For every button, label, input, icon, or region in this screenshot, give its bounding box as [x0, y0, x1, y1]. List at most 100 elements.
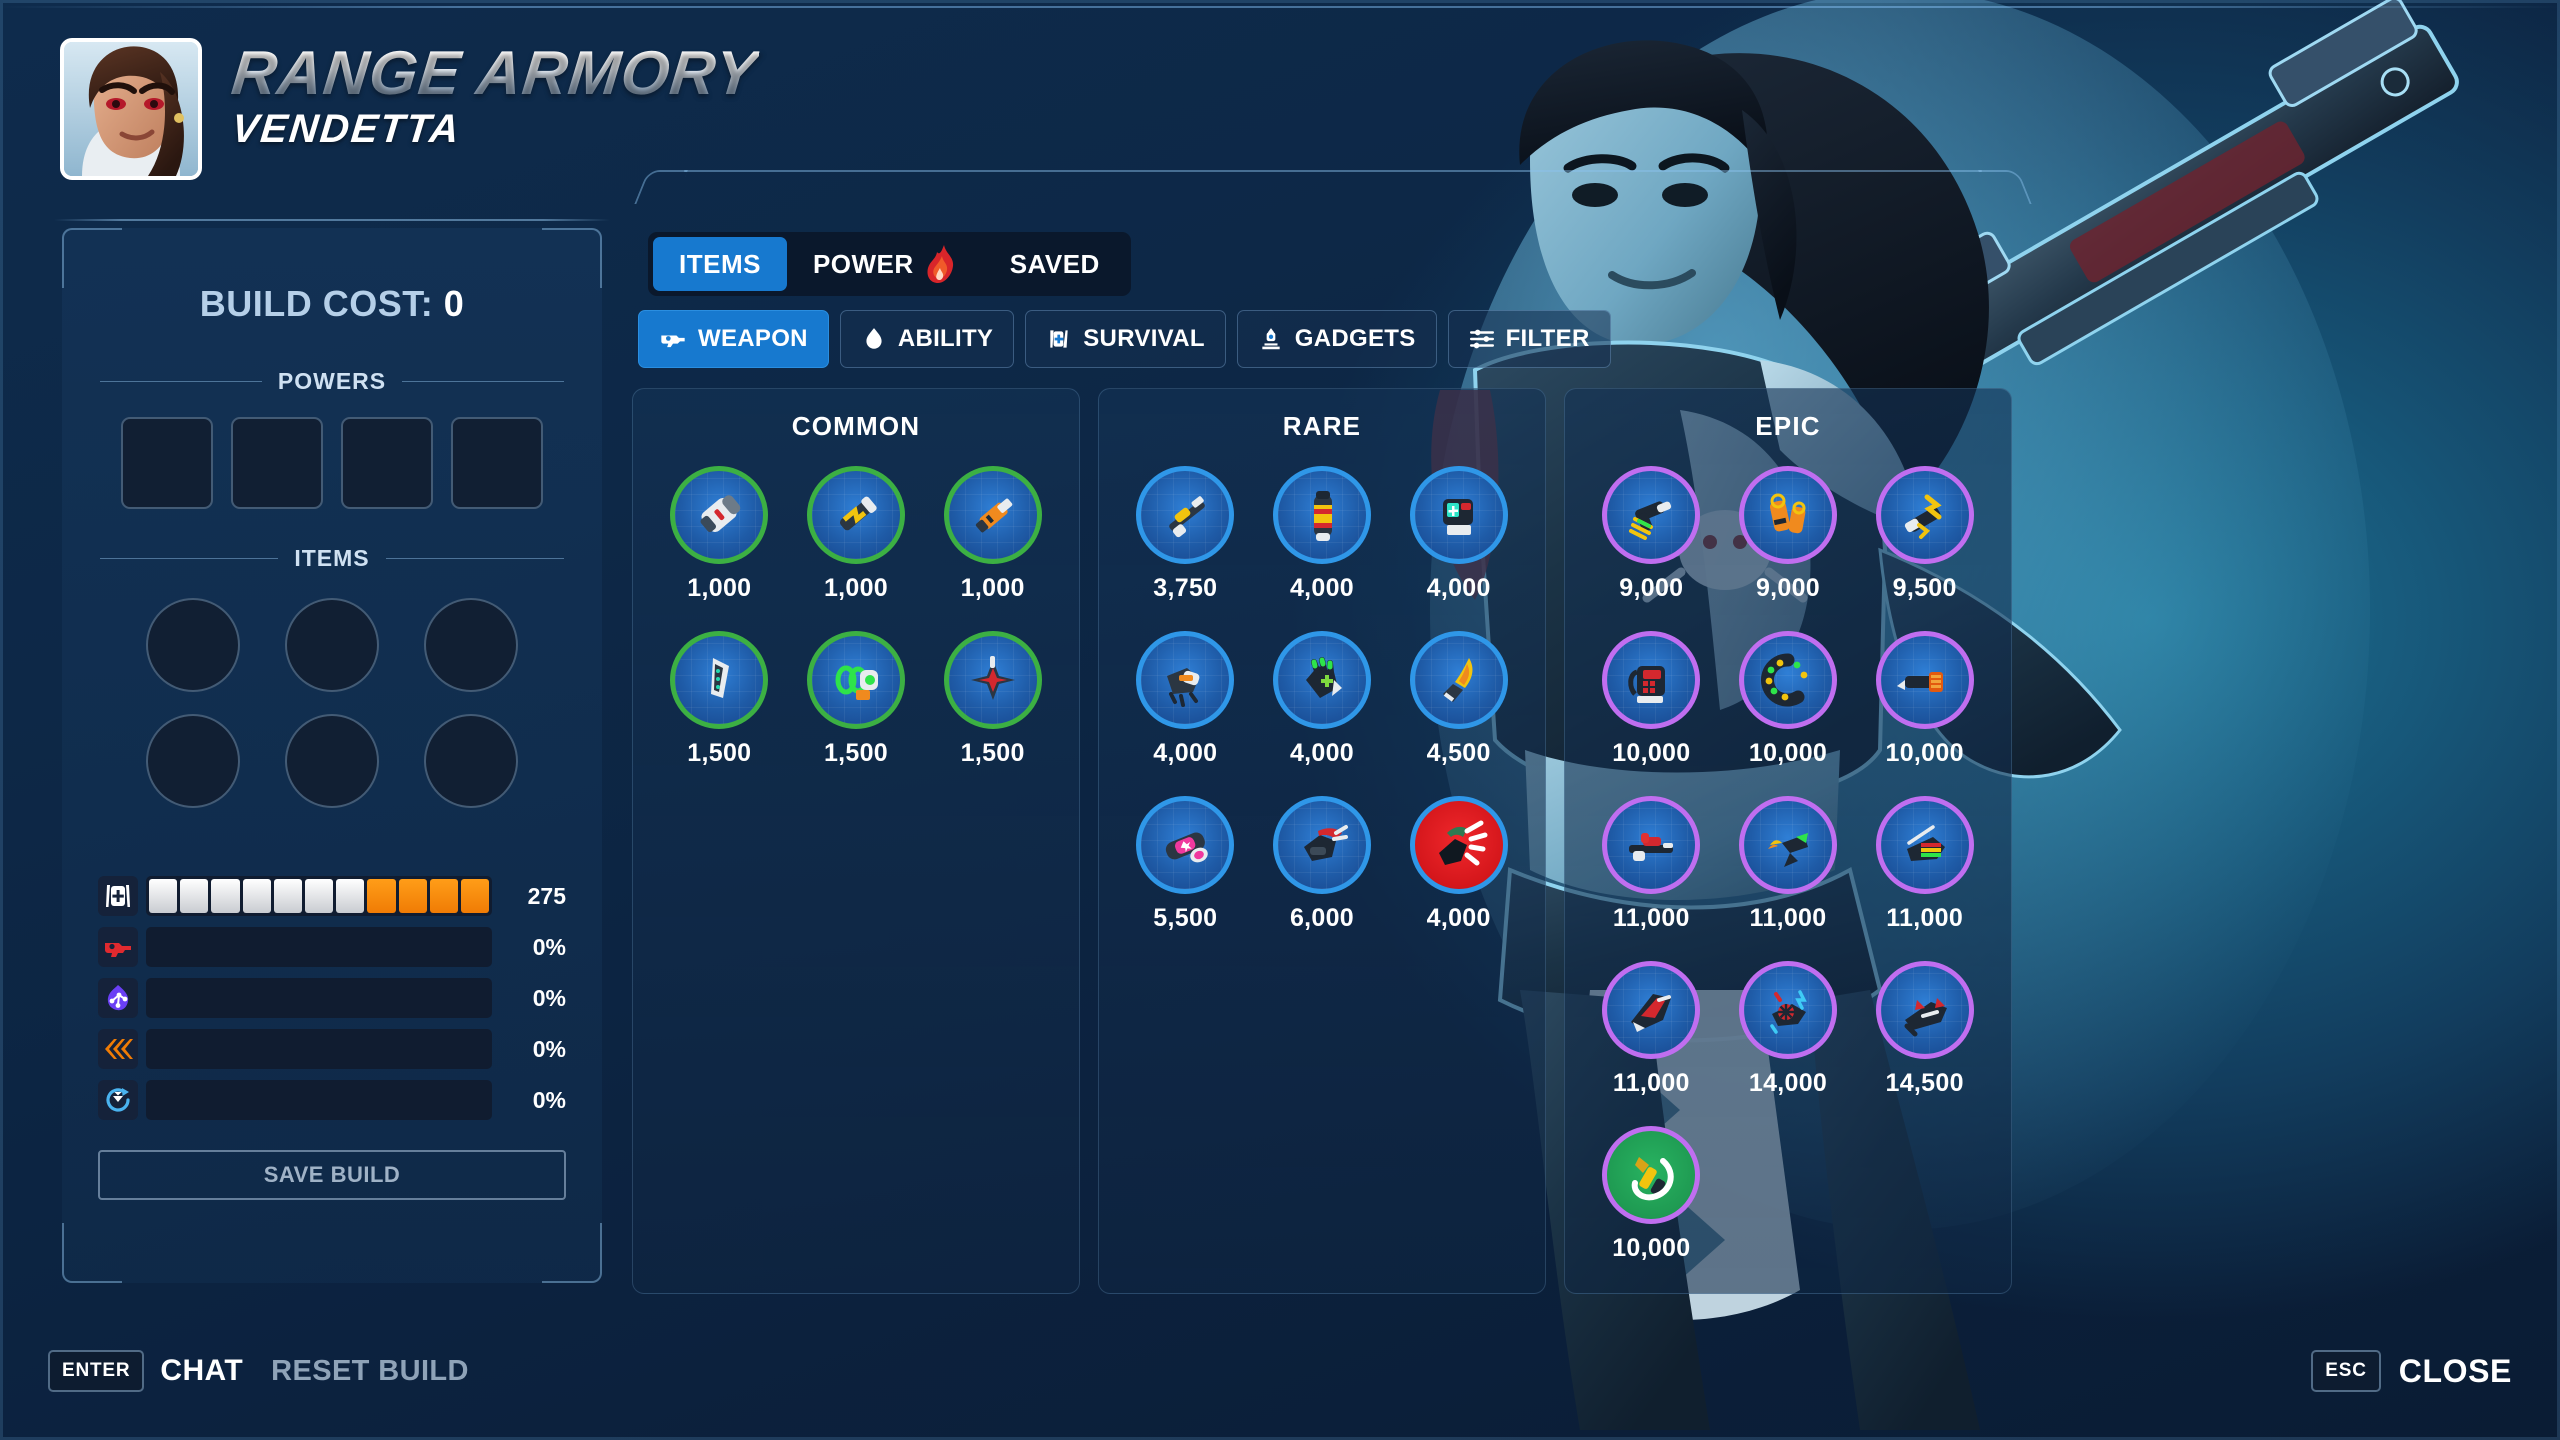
shop-item[interactable]: 5,500 [1125, 796, 1246, 933]
shop-item[interactable]: 14,500 [1864, 961, 1985, 1098]
white-blade-icon[interactable] [670, 631, 769, 729]
orange-shotgun-icon[interactable] [1875, 631, 1974, 729]
shop-item[interactable]: 9,500 [1864, 466, 1985, 603]
yellow-bolt-rifle-icon[interactable] [1875, 466, 1974, 564]
rainbow-pistol-icon[interactable] [1602, 466, 1701, 564]
shop-item[interactable]: 4,500 [1398, 631, 1519, 768]
power-slot-4[interactable] [451, 417, 543, 509]
orange-battery-icon[interactable] [1738, 466, 1837, 564]
filter-label: FILTER [1505, 325, 1590, 352]
pink-launcher-icon[interactable] [1136, 796, 1235, 894]
filter-ability[interactable]: ABILITY [839, 310, 1015, 368]
stat-row-attack-speed: 0% [98, 1029, 566, 1069]
shop-item[interactable]: 11,000 [1728, 796, 1849, 933]
red-backpack-icon[interactable] [1602, 631, 1701, 729]
shop-item[interactable]: 1,500 [796, 631, 917, 768]
filter-label: ABILITY [897, 325, 994, 352]
shop-item[interactable]: 4,000 [1262, 631, 1383, 768]
filter-survival[interactable]: SURVIVAL [1025, 310, 1226, 368]
item-slot-3[interactable] [424, 598, 519, 692]
health-icon [98, 876, 138, 916]
shop-item[interactable]: 4,000 [1398, 466, 1519, 603]
flame-blade-icon[interactable] [1409, 631, 1508, 729]
divider-line-right [402, 381, 565, 382]
tab-label: ITEMS [679, 248, 761, 279]
stat-track [146, 1080, 492, 1120]
powers-label: POWERS [277, 368, 387, 394]
yellow-rail-icon[interactable] [806, 466, 905, 564]
ammo-belt-icon[interactable] [1738, 631, 1837, 729]
orange-syringe-icon[interactable] [943, 466, 1042, 564]
rainbow-scope-icon[interactable] [1875, 796, 1974, 894]
spiked-gauntlet-icon[interactable] [1136, 631, 1235, 729]
filter-weapon[interactable]: WEAPON [638, 310, 829, 368]
green-glove-icon[interactable] [1272, 631, 1371, 729]
shop-item[interactable]: 4,000 [1262, 466, 1383, 603]
shop-item[interactable]: 11,000 [1591, 796, 1712, 933]
header: RANGE ARMORY VENDETTA [60, 38, 761, 180]
electric-burst-icon[interactable] [1738, 961, 1837, 1059]
tab-items[interactable]: ITEMS [653, 237, 787, 291]
item-slot-1[interactable] [145, 598, 240, 692]
close-button[interactable]: CLOSE [2398, 1352, 2512, 1389]
shop-item[interactable]: 6,000 [1262, 796, 1383, 933]
shop-item[interactable]: 1,500 [932, 631, 1053, 768]
sniper-rifle-icon[interactable] [1136, 466, 1235, 564]
power-slot-grid [62, 417, 602, 509]
attack-speed-icon [98, 1029, 138, 1069]
shop-item[interactable]: 3,750 [1125, 466, 1246, 603]
red-dart-rifle-icon[interactable] [1602, 796, 1701, 894]
chat-button[interactable]: CHAT [160, 1354, 244, 1387]
shop-item[interactable]: 9,000 [1728, 466, 1849, 603]
tab-saved[interactable]: SAVED [984, 237, 1126, 291]
page-title: RANGE ARMORY [228, 39, 761, 108]
shop-item[interactable]: 1,000 [659, 466, 780, 603]
red-claw-icon[interactable] [1272, 796, 1371, 894]
shop-item[interactable]: 10,000 [1591, 631, 1712, 768]
scope-barrel-icon[interactable] [670, 466, 769, 564]
divider-line-left [100, 558, 279, 559]
item-slot-2[interactable] [284, 598, 379, 692]
green-coil-icon[interactable] [806, 631, 905, 729]
item-slot-6[interactable] [424, 714, 519, 808]
shop-item[interactable]: 1,000 [932, 466, 1053, 603]
power-slot-1[interactable] [121, 417, 213, 509]
gold-whip-icon[interactable] [1602, 1126, 1701, 1224]
save-build-button[interactable]: SAVE BUILD [98, 1150, 566, 1200]
flame-jet-icon[interactable] [1738, 796, 1837, 894]
power-slot-3[interactable] [341, 417, 433, 509]
shop-item[interactable]: 4,000 [1398, 796, 1519, 933]
divider-line-right [385, 558, 564, 559]
shop-item[interactable]: 10,000 [1591, 1126, 1712, 1263]
shatter-hand-icon[interactable] [1409, 796, 1508, 894]
filter-label: GADGETS [1294, 325, 1416, 352]
shop-item[interactable]: 1,500 [659, 631, 780, 768]
item-price: 11,000 [1612, 904, 1690, 932]
shop-item[interactable]: 11,000 [1591, 961, 1712, 1098]
shop-item[interactable]: 9,000 [1591, 466, 1712, 603]
item-price: 1,500 [687, 739, 752, 767]
filter-gadgets[interactable]: GADGETS [1236, 310, 1437, 368]
filter-filter[interactable]: FILTER [1447, 310, 1611, 368]
shop-item[interactable]: 1,000 [796, 466, 917, 603]
power-slot-2[interactable] [231, 417, 323, 509]
stat-segment [180, 879, 209, 913]
shop-item[interactable]: 10,000 [1728, 631, 1849, 768]
shop-item[interactable]: 10,000 [1864, 631, 1985, 768]
stat-track [146, 1029, 492, 1069]
medkit-pack-icon[interactable] [1409, 466, 1508, 564]
shop-item[interactable]: 14,000 [1728, 961, 1849, 1098]
item-slot-5[interactable] [284, 714, 379, 808]
reset-build-button[interactable]: RESET BUILD [271, 1354, 469, 1387]
item-grid: 1,000 1,000 1,000 1,500 1,500 1,500 [659, 466, 1053, 768]
red-canister-icon[interactable] [1272, 466, 1371, 564]
shop-item[interactable]: 11,000 [1864, 796, 1985, 933]
red-shuriken-icon[interactable] [943, 631, 1042, 729]
item-slot-4[interactable] [145, 714, 240, 808]
red-spike-rifle-icon[interactable] [1875, 961, 1974, 1059]
red-wing-blade-icon[interactable] [1602, 961, 1701, 1059]
tab-power[interactable]: POWER [787, 237, 984, 291]
shop-item[interactable]: 4,000 [1125, 631, 1246, 768]
hero-portrait[interactable] [60, 38, 202, 180]
item-price: 6,000 [1289, 904, 1355, 932]
